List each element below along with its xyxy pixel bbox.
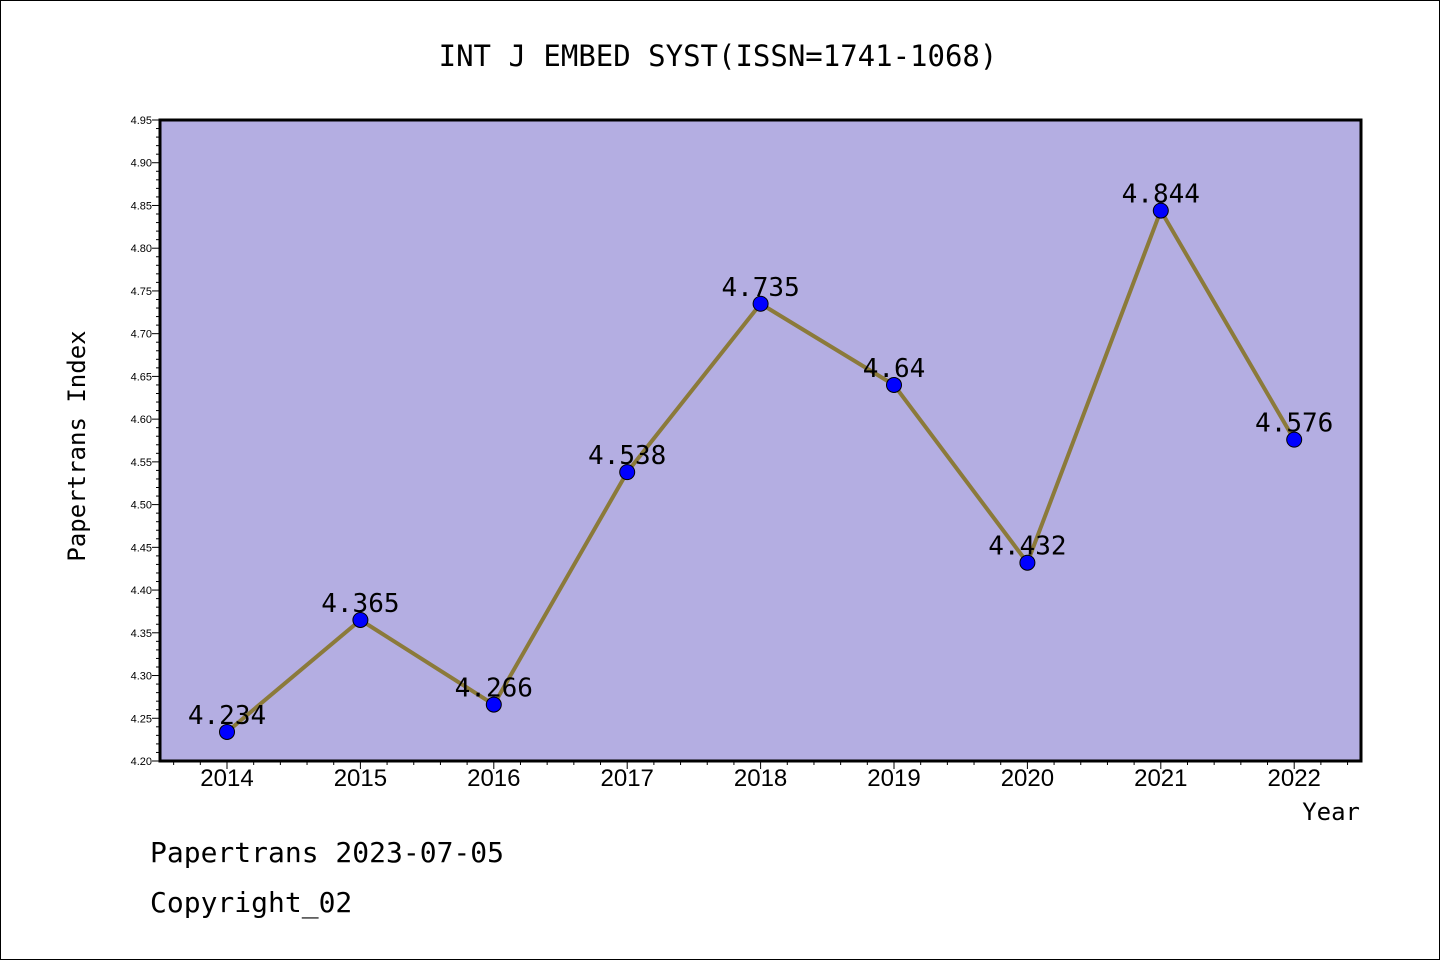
data-label: 4.266 <box>455 674 533 704</box>
y-axis: 4.20 4.25 4.30 4.35 4.40 4.45 4.50 4.55 4.60 4.65… <box>131 115 160 768</box>
data-label: 4.538 <box>588 441 666 471</box>
data-point <box>886 376 902 393</box>
x-tick-label: 2017 <box>601 765 654 792</box>
x-tick-label: 2021 <box>1134 765 1187 792</box>
data-point <box>219 723 235 740</box>
data-point <box>1152 202 1169 219</box>
series-index <box>219 202 1303 740</box>
chart-title: INT J EMBED SYST(ISSN=1741-1068) <box>439 39 998 73</box>
y-tick-label: 4.85 <box>131 200 152 212</box>
x-tick-label: 2015 <box>334 765 387 792</box>
x-axis-label: Year <box>1302 798 1360 826</box>
data-point <box>485 696 502 713</box>
x-tick-label: 2022 <box>1268 765 1321 792</box>
data-point <box>352 611 369 628</box>
footer-date: Papertrans 2023-07-05 <box>150 836 505 869</box>
y-tick-label: 4.75 <box>131 286 152 298</box>
data-label: 4.576 <box>1255 409 1333 439</box>
y-tick-label: 4.40 <box>131 585 152 597</box>
data-label: 4.844 <box>1122 180 1200 210</box>
data-label: 4.234 <box>188 701 266 731</box>
y-tick-label: 4.35 <box>131 628 152 640</box>
y-tick-label: 4.70 <box>131 329 152 341</box>
x-tick-label: 2016 <box>467 765 520 792</box>
y-tick-label: 4.65 <box>131 371 152 383</box>
y-tick-label: 4.95 <box>131 115 152 127</box>
data-point <box>619 464 636 481</box>
data-point <box>1286 431 1303 448</box>
y-tick-label: 4.45 <box>131 542 152 554</box>
data-label: 4.432 <box>988 532 1066 562</box>
y-tick-label: 4.25 <box>131 713 152 725</box>
footer-copyright: Copyright_02 <box>150 886 353 919</box>
data-label: 4.735 <box>721 273 799 303</box>
data-point <box>752 295 769 312</box>
y-tick-label: 4.90 <box>131 158 152 170</box>
y-tick-label: 4.80 <box>131 243 152 255</box>
x-tick-label: 2019 <box>867 765 920 792</box>
x-axis: 2014 2015 2016 2017 2018 2019 2020 2021 2022 <box>173 761 1349 792</box>
y-axis-label: Papertrans Index <box>63 330 91 561</box>
x-tick-label: 2014 <box>200 765 253 792</box>
data-point <box>1019 554 1036 571</box>
data-label: 4.365 <box>321 589 399 619</box>
y-tick-label: 4.60 <box>131 414 152 426</box>
data-label: 4.64 <box>863 354 926 384</box>
y-tick-label: 4.55 <box>131 457 152 469</box>
data-labels: 4.234 4.365 4.266 4.538 4.735 4.64 4.432 4.844 4… <box>188 180 1333 731</box>
x-tick-label: 2020 <box>1001 765 1054 792</box>
plot-area <box>158 118 1363 763</box>
y-tick-label: 4.20 <box>131 756 152 768</box>
y-tick-label: 4.50 <box>131 500 152 512</box>
y-tick-label: 4.30 <box>131 671 152 683</box>
x-tick-label: 2018 <box>734 765 787 792</box>
